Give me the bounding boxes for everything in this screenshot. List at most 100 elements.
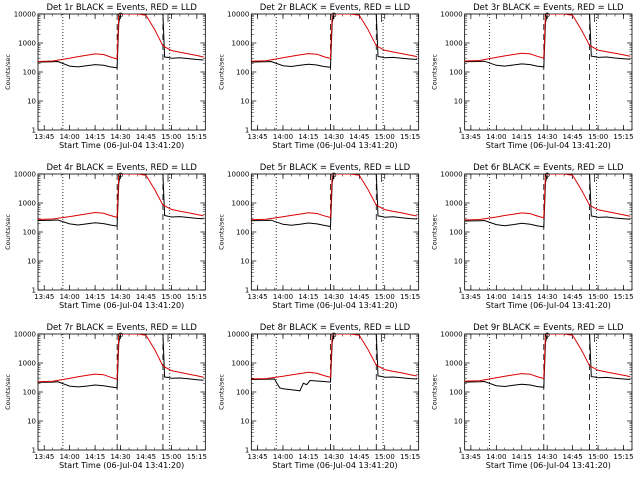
y-tick-label: 10 [27, 98, 36, 106]
y-tick-label: 10000 [440, 171, 462, 179]
x-tick-label: 15:15 [400, 133, 420, 141]
x-tick-label: 14:00 [273, 293, 293, 301]
x-tick-label: 14:45 [349, 133, 369, 141]
x-axis-label: Start Time (06-Jul-04 13:41:20) [486, 141, 611, 150]
x-tick-label: 15:15 [613, 293, 633, 301]
x-tick-label: 14:45 [563, 453, 583, 461]
x-tick-label: 14:00 [486, 133, 506, 141]
y-tick-label: 100 [236, 229, 249, 237]
top-marker [118, 172, 123, 178]
x-tick-label: 14:30 [324, 293, 344, 301]
y-tick-label: 100 [23, 229, 36, 237]
x-tick-label: 13:45 [461, 453, 481, 461]
panel-title: Det 3r BLACK = Events, RED = LLD [473, 3, 624, 13]
x-tick-label: 14:45 [136, 293, 156, 301]
y-tick-label: 1 [32, 287, 36, 295]
x-tick-label: 15:15 [613, 453, 633, 461]
x-tick-label: 14:30 [110, 453, 130, 461]
top-marker [118, 12, 123, 18]
lld-series-line [38, 334, 204, 383]
y-tick-label: 10000 [14, 171, 36, 179]
y-tick-label: 10000 [14, 11, 36, 19]
x-tick-label: 15:15 [400, 293, 420, 301]
y-axis-label: Counts/sec [431, 374, 439, 410]
top-bracket-marker [380, 13, 389, 22]
x-tick-label: 13:45 [247, 133, 267, 141]
x-tick-label: 14:15 [512, 293, 532, 301]
y-tick-label: 10 [454, 418, 463, 426]
x-axis-label: Start Time (06-Jul-04 13:41:20) [272, 141, 397, 150]
y-tick-label: 100 [449, 69, 462, 77]
panel-det-1r: Det 1r BLACK = Events, RED = LLD 1 10 100 10… [4, 3, 207, 150]
y-tick-label: 100 [236, 389, 249, 397]
lld-series-line [464, 14, 631, 62]
top-bracket-marker [167, 13, 175, 22]
x-tick-label: 14:45 [136, 133, 156, 141]
lld-series-line [464, 334, 631, 382]
x-tick-label: 14:15 [512, 133, 532, 141]
y-axis-label: Counts/sec [4, 374, 12, 410]
events-series-line [464, 14, 631, 68]
y-tick-label: 1000 [445, 200, 463, 208]
x-tick-label: 14:15 [85, 133, 105, 141]
y-tick-label: 1 [32, 127, 36, 135]
y-tick-label: 10000 [14, 331, 36, 339]
y-axis-label: Counts/sec [4, 214, 12, 250]
y-tick-label: 10 [240, 418, 249, 426]
y-tick-label: 100 [449, 389, 462, 397]
x-tick-label: 14:00 [60, 293, 80, 301]
y-tick-label: 1000 [232, 40, 250, 48]
x-tick-label: 14:30 [537, 453, 557, 461]
x-tick-label: 14:30 [537, 293, 557, 301]
x-tick-label: 14:45 [349, 453, 369, 461]
y-axis-label: Counts/sec [4, 54, 12, 90]
events-series-line [251, 174, 418, 228]
events-series-line [464, 334, 631, 388]
x-tick-label: 14:30 [110, 293, 130, 301]
x-tick-label: 13:45 [461, 293, 481, 301]
events-series-line [38, 334, 204, 389]
x-tick-label: 14:00 [60, 453, 80, 461]
panel-title: Det 9r BLACK = Events, RED = LLD [473, 323, 624, 333]
y-tick-label: 100 [449, 229, 462, 237]
x-tick-label: 14:30 [324, 133, 344, 141]
x-tick-label: 14:00 [273, 133, 293, 141]
x-tick-label: 14:15 [298, 453, 318, 461]
x-tick-label: 14:00 [273, 453, 293, 461]
y-tick-label: 10000 [227, 331, 249, 339]
x-tick-label: 14:15 [298, 293, 318, 301]
panel-title: Det 6r BLACK = Events, RED = LLD [473, 163, 624, 173]
y-tick-label: 100 [23, 69, 36, 77]
x-tick-label: 15:00 [161, 293, 181, 301]
x-axis-label: Start Time (06-Jul-04 13:41:20) [59, 141, 184, 150]
lld-series-line [38, 174, 204, 220]
x-axis-label: Start Time (06-Jul-04 13:41:20) [59, 301, 184, 310]
events-series-line [464, 174, 631, 228]
top-marker [544, 12, 550, 18]
events-series-line [251, 334, 418, 392]
lld-series-line [38, 14, 204, 62]
x-tick-label: 15:00 [375, 453, 395, 461]
y-tick-label: 1 [32, 447, 36, 455]
x-tick-label: 15:15 [187, 133, 207, 141]
panel-det-7r: Det 7r BLACK = Events, RED = LLD 1 10 100 10… [4, 323, 207, 470]
x-tick-label: 14:30 [537, 133, 557, 141]
y-tick-label: 10 [27, 418, 36, 426]
x-axis-label: Start Time (06-Jul-04 13:41:20) [486, 461, 611, 470]
x-tick-label: 13:45 [461, 133, 481, 141]
x-tick-label: 14:30 [110, 133, 130, 141]
x-tick-label: 13:45 [34, 293, 54, 301]
panel-det-6r: Det 6r BLACK = Events, RED = LLD 1 10 100 10… [431, 163, 634, 310]
x-tick-label: 14:15 [85, 453, 105, 461]
y-tick-label: 1000 [232, 360, 250, 368]
y-tick-label: 1 [245, 447, 249, 455]
y-tick-label: 100 [23, 389, 36, 397]
y-tick-label: 1000 [232, 200, 250, 208]
x-tick-label: 13:45 [247, 293, 267, 301]
panel-title: Det 4r BLACK = Events, RED = LLD [46, 163, 197, 173]
y-axis-label: Counts/sec [431, 214, 439, 250]
top-marker [544, 332, 550, 338]
top-bracket-marker [167, 173, 175, 182]
y-tick-label: 10 [454, 98, 463, 106]
